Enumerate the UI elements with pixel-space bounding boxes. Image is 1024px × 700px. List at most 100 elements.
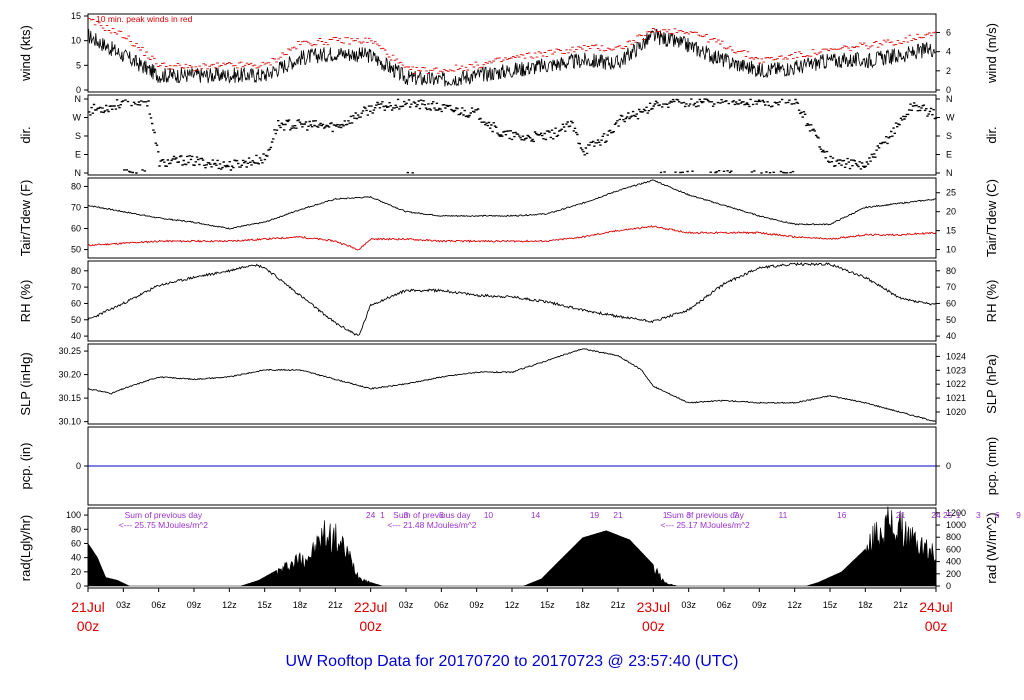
- wind-left-tick-label: 10: [71, 36, 81, 46]
- rh-right-tick-label: 40: [946, 331, 956, 341]
- pcp-right-axis-label: pcp. (mm): [984, 437, 999, 496]
- x-hour-label: 18z: [575, 600, 590, 610]
- radiation-area: [87, 506, 937, 587]
- slp-right-axis-label: SLP (hPa): [984, 354, 999, 414]
- dir-right-tick-label: E: [946, 150, 952, 160]
- slp-right-tick-label: 1024: [946, 351, 966, 361]
- temp-panel-frame: [87, 177, 937, 259]
- rad-left-tick-label: 20: [71, 567, 81, 577]
- radiation-sum-value: <--- 25.17 MJoules/m^2: [661, 520, 751, 530]
- rh-left-tick-label: 70: [71, 282, 81, 292]
- radiation-hour-mark: 16: [837, 510, 847, 520]
- x-hour-label: 18z: [858, 600, 873, 610]
- x-hour-label: 21z: [328, 600, 343, 610]
- dir-left-tick-label: S: [75, 131, 81, 141]
- radiation-hour-mark: 3: [686, 510, 691, 520]
- x-hour-label: 09z: [469, 600, 484, 610]
- tdew-line: [87, 225, 937, 251]
- slp-left-tick-label: 30.15: [58, 393, 81, 403]
- radiation-hour-mark: 6: [439, 510, 444, 520]
- slp-right-tick-label: 1020: [946, 407, 966, 417]
- pcp-left-tick-label: 0: [76, 461, 81, 471]
- temp-left-tick-label: 60: [71, 224, 81, 234]
- radiation-hour-mark: 3: [404, 510, 409, 520]
- tair-line: [87, 179, 937, 230]
- wind-right-tick-label: 6: [946, 27, 951, 37]
- temp-left-tick-label: 70: [71, 202, 81, 212]
- dir-left-tick-label: N: [75, 94, 82, 104]
- x-hour-label: 21z: [893, 600, 908, 610]
- slp-left-tick-label: 30.10: [58, 417, 81, 427]
- temp-left-tick-label: 50: [71, 245, 81, 255]
- slp-left-tick-label: 30.20: [58, 370, 81, 380]
- slp-line: [87, 348, 937, 422]
- rad-right-tick-label: 1000: [946, 520, 966, 530]
- radiation-hour-mark: 24: [931, 510, 941, 520]
- x-day-label: 23Jul: [637, 599, 670, 615]
- dir-right-tick-label: N: [946, 168, 953, 178]
- x-hour-label: 12z: [222, 600, 237, 610]
- x-day-label: 21Jul: [71, 599, 104, 615]
- rh-right-tick-label: 70: [946, 282, 956, 292]
- rad-right-tick-label: 400: [946, 557, 961, 567]
- x-hour-label: 18z: [293, 600, 308, 610]
- rh-left-tick-label: 60: [71, 298, 81, 308]
- wind-left-tick-label: 5: [76, 60, 81, 70]
- rad-left-tick-label: 40: [71, 553, 81, 563]
- temp-right-axis-label: Tair/Tdew (C): [984, 179, 999, 257]
- pcp-right-tick-label: 0: [946, 461, 951, 471]
- temp-right-tick-label: 25: [946, 188, 956, 198]
- slp-left-tick-label: 30.25: [58, 346, 81, 356]
- radiation-hour-mark: 19: [590, 510, 600, 520]
- wind-left-tick-label: 0: [76, 85, 81, 95]
- temp-right-tick-label: 10: [946, 245, 956, 255]
- x-hour-label: 06z: [151, 600, 166, 610]
- slp-left-axis-label: SLP (inHg): [18, 352, 33, 415]
- x-hour-label: 06z: [717, 600, 732, 610]
- rh-panel-frame: [87, 260, 937, 342]
- radiation-hour-mark: 25: [943, 510, 953, 520]
- radiation-hour-mark: 11: [778, 510, 787, 520]
- rad-left-axis-label: rad(Lgly/hr): [18, 515, 33, 581]
- radiation-hour-mark: 14: [531, 510, 541, 520]
- pcp-left-axis-label: pcp. (in): [18, 443, 33, 490]
- radiation-hour-mark: 21: [896, 510, 906, 520]
- radiation-hour-mark: 21: [613, 510, 623, 520]
- rh-left-axis-label: RH (%): [18, 280, 33, 323]
- radiation-sum-value: <--- 21.48 MJoules/m^2: [387, 520, 477, 530]
- wind-speed-line: [87, 28, 937, 87]
- radiation-sum-title: Sum of previous day: [666, 510, 744, 520]
- temp-left-tick-label: 80: [71, 181, 81, 191]
- rh-right-tick-label: 60: [946, 298, 956, 308]
- dir-left-tick-label: W: [73, 113, 82, 123]
- x-hour-label: 12z: [505, 600, 520, 610]
- dir-left-tick-label: N: [75, 168, 82, 178]
- radiation-hour-mark: 6: [995, 510, 1000, 520]
- slp-right-tick-label: 1022: [946, 379, 966, 389]
- rad-right-tick-label: 0: [946, 581, 951, 591]
- radiation-hour-mark: 24: [366, 510, 376, 520]
- wind-right-tick-label: 4: [946, 47, 951, 57]
- dir-right-tick-label: S: [946, 131, 952, 141]
- chart-title: UW Rooftop Data for 20170720 to 20170723…: [286, 653, 739, 670]
- slp-right-tick-label: 1023: [946, 365, 966, 375]
- x-day-time-label: 00z: [359, 618, 382, 634]
- radiation-hour-mark: 10: [484, 510, 494, 520]
- slp-panel-frame: [87, 343, 937, 425]
- rh-left-tick-label: 50: [71, 315, 81, 325]
- radiation-sum-value: <--- 25.75 MJoules/m^2: [119, 520, 209, 530]
- rh-left-tick-label: 40: [71, 331, 81, 341]
- x-day-label: 24Jul: [919, 599, 952, 615]
- x-hour-label: 03z: [116, 600, 131, 610]
- rad-right-tick-label: 600: [946, 544, 961, 554]
- wind-left-axis-label: wind (kts): [18, 25, 33, 82]
- rh-line: [87, 262, 937, 336]
- radiation-hour-mark: 3: [976, 510, 981, 520]
- rh-right-axis-label: RH (%): [984, 280, 999, 323]
- rad-left-tick-label: 60: [71, 538, 81, 548]
- temp-right-tick-label: 15: [946, 226, 956, 236]
- dir-right-tick-label: N: [946, 94, 953, 104]
- x-day-label: 22Jul: [354, 599, 387, 615]
- dir-right-tick-label: W: [946, 113, 955, 123]
- dir-panel-frame: [87, 94, 937, 176]
